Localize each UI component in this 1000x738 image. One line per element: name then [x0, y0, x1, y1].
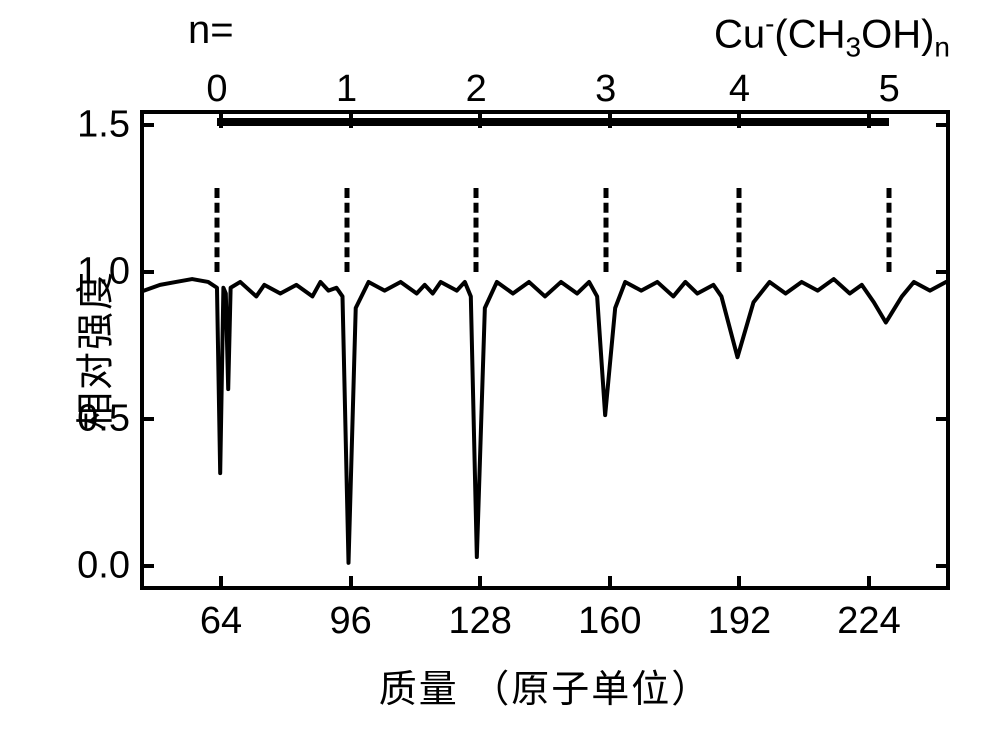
n-value-label: 4: [729, 68, 750, 111]
n-dash-line: [474, 188, 479, 272]
n-ruler-line: [217, 118, 889, 126]
y-tick-mark: [140, 417, 154, 421]
y-tick-mark: [936, 417, 950, 421]
y-tick-mark: [936, 270, 950, 274]
x-tick-mark: [737, 576, 741, 590]
y-tick-mark: [936, 123, 950, 127]
x-tick-mark: [219, 576, 223, 590]
y-tick-mark: [140, 123, 154, 127]
n-dash-line: [603, 188, 608, 272]
n-dash-line: [737, 188, 742, 272]
y-tick-label: 0.0: [30, 545, 130, 588]
x-tick-mark: [478, 576, 482, 590]
n-value-label: 0: [206, 68, 227, 111]
n-value-label: 2: [466, 68, 487, 111]
x-tick-label: 224: [837, 600, 900, 643]
n-equals-label: n=: [188, 8, 234, 53]
x-tick-label: 64: [200, 600, 242, 643]
x-tick-mark: [608, 576, 612, 590]
n-value-label: 1: [336, 68, 357, 111]
n-dash-line: [214, 188, 219, 272]
n-dash-line: [344, 188, 349, 272]
plot-area: [140, 110, 950, 590]
x-tick-label: 160: [578, 600, 641, 643]
formula-label: Cu-(CH3OH)n: [714, 8, 950, 63]
x-tick-mark: [349, 576, 353, 590]
y-tick-mark: [140, 564, 154, 568]
n-dash-line: [887, 188, 892, 272]
y-tick-mark: [936, 564, 950, 568]
n-value-label: 5: [879, 68, 900, 111]
n-value-label: 3: [595, 68, 616, 111]
spectrum-line: [144, 114, 946, 586]
x-tick-mark: [867, 576, 871, 590]
y-tick-label: 0.5: [30, 398, 130, 441]
y-tick-label: 1.5: [30, 103, 130, 146]
y-tick-label: 1.0: [30, 250, 130, 293]
x-axis-label: 质量 （原子单位）: [140, 658, 950, 713]
x-tick-label: 192: [708, 600, 771, 643]
x-tick-label: 96: [329, 600, 371, 643]
y-tick-mark: [140, 270, 154, 274]
x-tick-label: 128: [448, 600, 511, 643]
spectrum-chart: 相对强度 质量 （原子单位） n= Cu-(CH3OH)n 0.00.51.01…: [0, 0, 1000, 738]
